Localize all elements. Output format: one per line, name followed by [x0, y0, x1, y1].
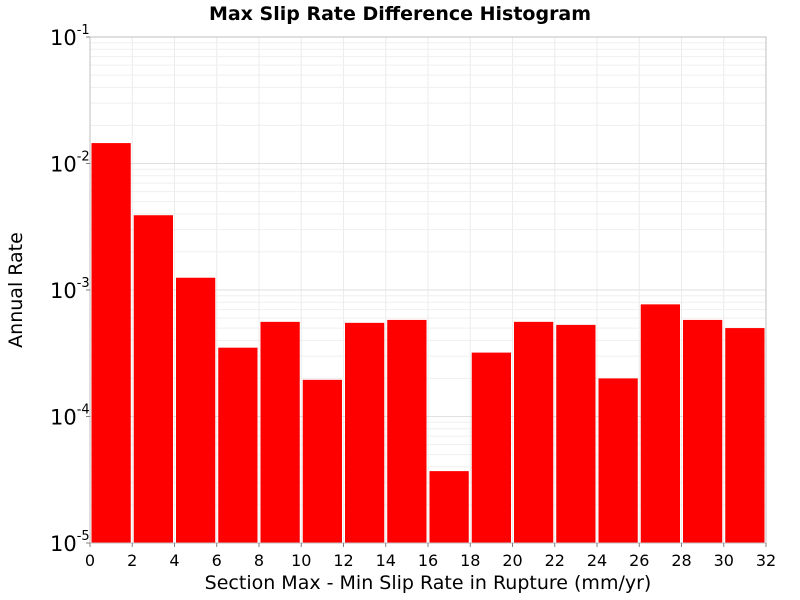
histogram-bar: [218, 347, 258, 543]
y-axis: 10-1 10-2 10-3 10-4 10-5: [50, 23, 90, 556]
y-tick-label: 10-1: [50, 23, 90, 50]
histogram-bar: [471, 352, 511, 543]
histogram-bar: [260, 321, 300, 543]
x-tick-label: 16: [418, 551, 438, 570]
x-tick-label: 20: [502, 551, 522, 570]
y-tick-label: 10-2: [50, 150, 90, 177]
x-tick-label: 8: [254, 551, 264, 570]
histogram-bar: [556, 324, 596, 543]
x-tick-label: 0: [85, 551, 95, 570]
histogram-bar: [176, 277, 216, 543]
x-tick-label: 30: [714, 551, 734, 570]
histogram-bar: [345, 322, 385, 543]
x-tick-label: 28: [671, 551, 691, 570]
x-tick-label: 26: [629, 551, 649, 570]
y-tick-label: 10-4: [50, 403, 90, 430]
y-tick-label: 10-3: [50, 276, 90, 303]
x-tick-label: 14: [376, 551, 396, 570]
y-axis-label: Annual Rate: [5, 232, 27, 348]
x-tick-label: 6: [212, 551, 222, 570]
x-axis: 0 2 4 6 8 10 12 14 16 18 20 22 24 26 28 30 32: [85, 543, 776, 570]
histogram-bar: [683, 319, 723, 543]
histogram-bar: [640, 304, 680, 543]
histogram-bar: [725, 328, 765, 543]
histogram-bar: [429, 471, 469, 543]
x-tick-label: 12: [333, 551, 353, 570]
x-tick-label: 32: [756, 551, 776, 570]
histogram-bar: [133, 215, 173, 543]
histogram-bar: [387, 319, 427, 543]
histogram-bar: [91, 143, 131, 543]
histogram-bar: [598, 378, 638, 543]
x-tick-label: 2: [127, 551, 137, 570]
x-tick-label: 18: [460, 551, 480, 570]
histogram-bar: [302, 379, 342, 543]
x-tick-label: 10: [291, 551, 311, 570]
histogram-bar: [514, 321, 554, 543]
y-tick-label: 10-5: [50, 529, 90, 556]
x-tick-label: 24: [587, 551, 607, 570]
x-tick-label: 22: [545, 551, 565, 570]
chart-title: Max Slip Rate Difference Histogram: [209, 3, 591, 25]
x-axis-label: Section Max - Min Slip Rate in Rupture (…: [205, 572, 652, 594]
x-tick-label: 4: [169, 551, 179, 570]
bars: [91, 143, 765, 543]
